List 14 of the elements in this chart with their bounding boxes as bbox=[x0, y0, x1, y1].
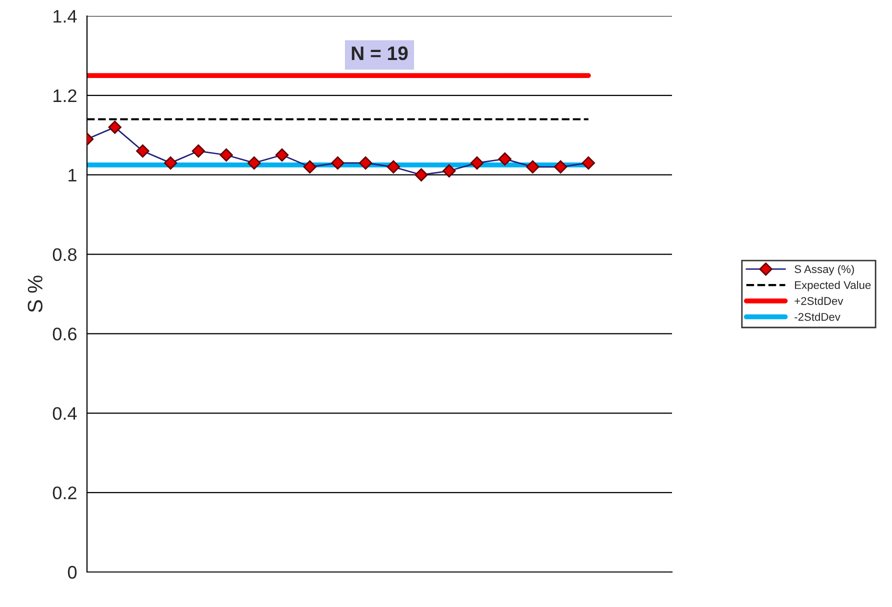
y-tick-label: 0 bbox=[68, 566, 77, 579]
annotation: N = 19 bbox=[352, 46, 408, 60]
y-axis-title: S % bbox=[28, 276, 43, 312]
y-tick-label: 0.8 bbox=[52, 248, 76, 262]
y-tick-label: 1 bbox=[68, 168, 76, 182]
legend-label: -2StdDev bbox=[794, 312, 840, 321]
y-tick-label: 0.4 bbox=[52, 407, 77, 420]
y-tick-label: 0.6 bbox=[52, 328, 76, 340]
legend-label: Expected Value bbox=[795, 280, 871, 292]
legend-label: +2StdDev bbox=[794, 296, 844, 305]
legend-label: S Assay (%) bbox=[794, 264, 854, 276]
y-tick-label: 0.2 bbox=[52, 486, 76, 500]
y-tick-label: 1.2 bbox=[54, 89, 76, 102]
y-tick-label: 1.4 bbox=[54, 10, 77, 23]
